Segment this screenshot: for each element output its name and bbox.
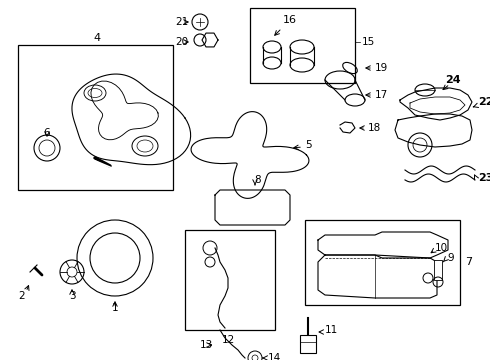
Text: 4: 4 bbox=[94, 33, 100, 43]
Text: 17: 17 bbox=[375, 90, 388, 100]
Text: 22: 22 bbox=[478, 97, 490, 107]
Text: 10: 10 bbox=[435, 243, 448, 253]
Text: 13: 13 bbox=[200, 340, 213, 350]
Bar bbox=[250, 8, 355, 83]
Bar bbox=[18, 45, 173, 190]
Text: 2: 2 bbox=[19, 291, 25, 301]
Text: 9: 9 bbox=[447, 253, 454, 263]
Bar bbox=[185, 230, 275, 330]
Bar bbox=[434, 260, 442, 280]
Bar bbox=[300, 335, 316, 353]
Text: 1: 1 bbox=[112, 303, 118, 313]
Text: 24: 24 bbox=[445, 75, 461, 85]
Text: 16: 16 bbox=[283, 15, 297, 25]
Text: 7: 7 bbox=[465, 257, 472, 267]
Text: 8: 8 bbox=[255, 175, 261, 185]
Text: 14: 14 bbox=[268, 353, 281, 360]
Text: 21: 21 bbox=[175, 17, 188, 27]
Text: 15: 15 bbox=[362, 37, 375, 47]
Bar bbox=[305, 220, 460, 305]
Text: 6: 6 bbox=[44, 128, 50, 138]
Text: 3: 3 bbox=[69, 291, 75, 301]
Text: 18: 18 bbox=[368, 123, 381, 133]
Text: 20: 20 bbox=[175, 37, 188, 47]
Text: 11: 11 bbox=[325, 325, 338, 335]
Text: 5: 5 bbox=[305, 140, 312, 150]
Text: 19: 19 bbox=[375, 63, 388, 73]
Text: 23: 23 bbox=[478, 173, 490, 183]
Text: 12: 12 bbox=[221, 335, 235, 345]
